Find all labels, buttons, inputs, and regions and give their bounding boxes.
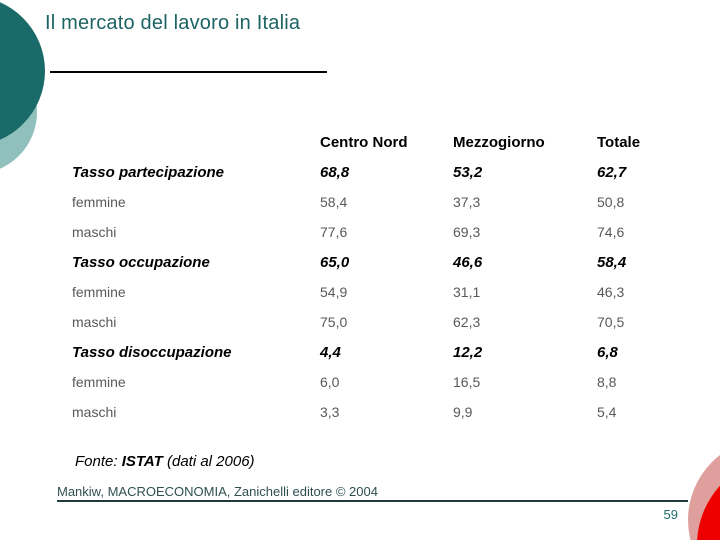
source-note-name: ISTAT — [121, 453, 163, 470]
row-value: 58,4 — [320, 194, 348, 210]
row-value: 4,4 — [320, 343, 341, 361]
column-header-totale: Totale — [597, 133, 641, 151]
row-value: 65,0 — [320, 253, 350, 271]
row-label: maschi — [72, 404, 117, 420]
row-value: 5,4 — [597, 404, 617, 420]
decorative-circle-dark-teal — [0, 0, 45, 146]
row-value: 74,6 — [597, 224, 625, 240]
column-header-centro-nord: Centro Nord — [320, 133, 408, 151]
row-label: maschi — [72, 314, 117, 330]
row-value: 31,1 — [453, 284, 481, 300]
row-label: maschi — [72, 224, 117, 240]
source-note-suffix: (dati al 2006) — [162, 453, 255, 470]
row-value: 68,8 — [320, 163, 350, 181]
source-note-prefix: Fonte: — [75, 453, 122, 470]
row-value: 69,3 — [453, 224, 481, 240]
title-underline — [50, 71, 327, 73]
row-value: 53,2 — [453, 163, 483, 181]
row-label: femmine — [72, 194, 126, 210]
row-value: 3,3 — [320, 404, 340, 420]
row-value: 46,6 — [453, 253, 483, 271]
row-value: 54,9 — [320, 284, 348, 300]
source-note: Fonte: ISTAT (dati al 2006) — [75, 453, 255, 470]
row-value: 6,0 — [320, 374, 340, 390]
row-value: 8,8 — [597, 374, 617, 390]
row-value: 62,3 — [453, 314, 481, 330]
slide-title: Il mercato del lavoro in Italia — [45, 12, 301, 34]
row-value: 77,6 — [320, 224, 348, 240]
row-value: 50,8 — [597, 194, 625, 210]
row-value: 70,5 — [597, 314, 625, 330]
row-value: 58,4 — [597, 253, 627, 271]
row-value: 12,2 — [453, 343, 483, 361]
row-value: 46,3 — [597, 284, 625, 300]
row-label: femmine — [72, 284, 126, 300]
row-value: 75,0 — [320, 314, 348, 330]
row-label: Tasso occupazione — [72, 253, 210, 271]
labor-market-table: Centro Nord Mezzogiorno Totale Tasso par… — [72, 127, 692, 427]
row-value: 62,7 — [597, 163, 627, 181]
row-label: femmine — [72, 374, 126, 390]
page-number: 59 — [663, 507, 678, 522]
row-value: 37,3 — [453, 194, 481, 210]
row-label: Tasso partecipazione — [72, 163, 224, 181]
column-header-mezzogiorno: Mezzogiorno — [453, 133, 545, 151]
row-label: Tasso disoccupazione — [72, 343, 232, 361]
footer-rule — [57, 500, 688, 502]
row-value: 9,9 — [453, 404, 473, 420]
row-value: 16,5 — [453, 374, 481, 390]
row-value: 6,8 — [597, 343, 618, 361]
credit-line: Mankiw, MACROECONOMIA, Zanichelli editor… — [57, 484, 378, 499]
